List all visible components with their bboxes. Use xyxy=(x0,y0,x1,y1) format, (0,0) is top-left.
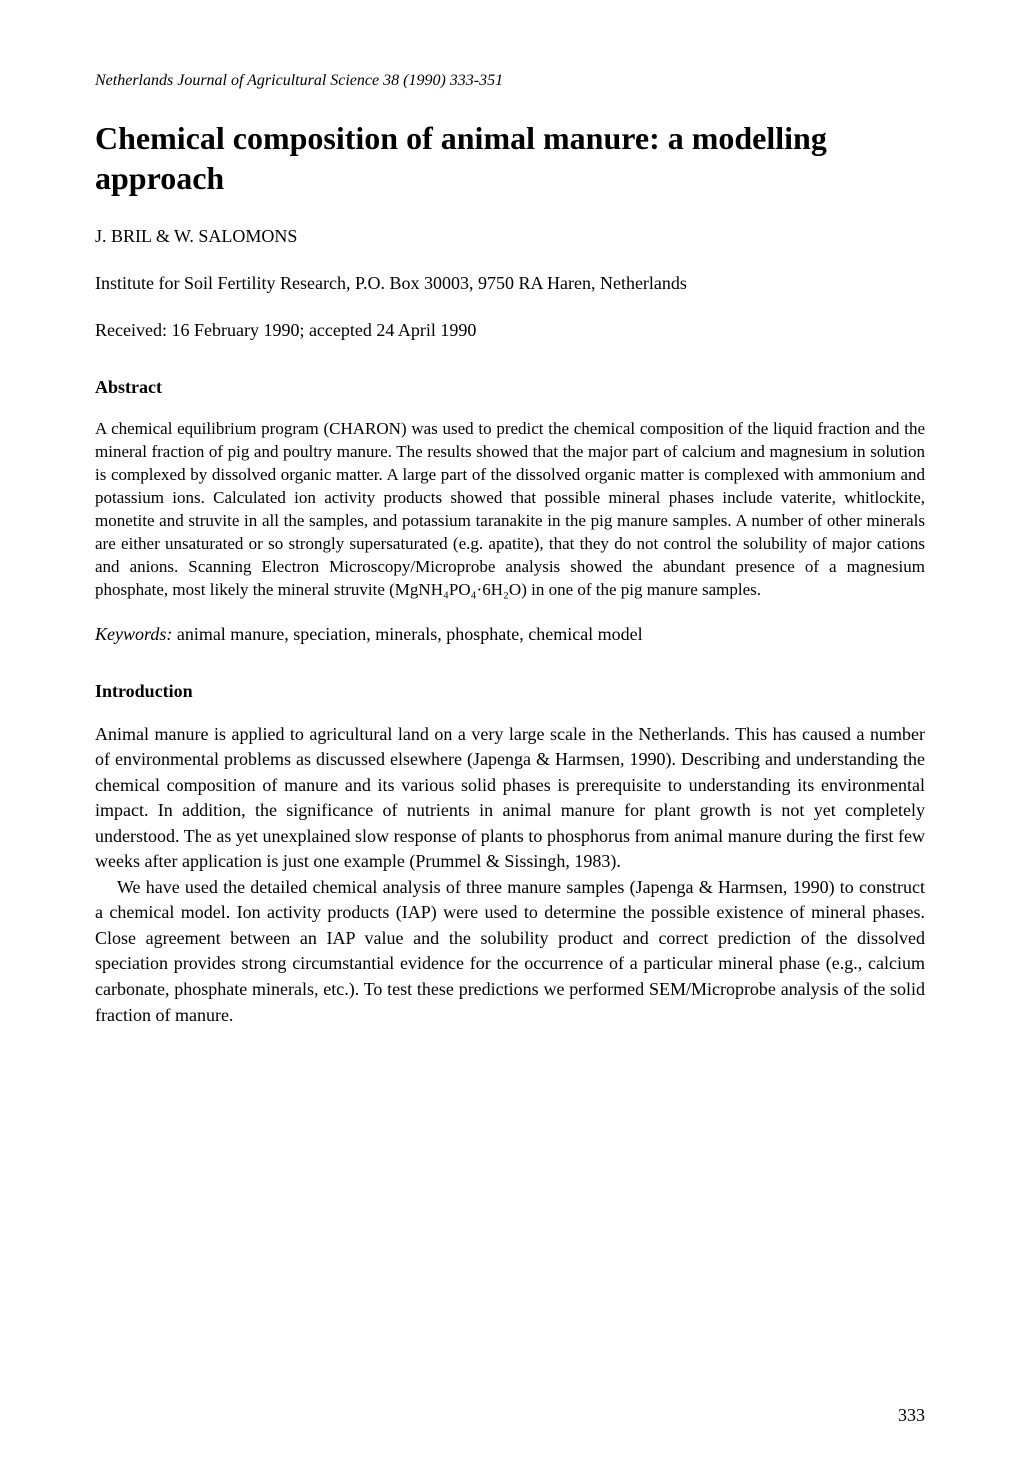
article-title: Chemical composition of animal manure: a… xyxy=(95,118,925,198)
keywords-text: animal manure, speciation, minerals, pho… xyxy=(172,624,642,644)
intro-paragraph-2: We have used the detailed chemical analy… xyxy=(95,875,925,1028)
authors: J. BRIL & W. SALOMONS xyxy=(95,226,925,247)
introduction-heading: Introduction xyxy=(95,681,925,702)
keywords-line: Keywords: animal manure, speciation, min… xyxy=(95,624,925,645)
abstract-heading: Abstract xyxy=(95,377,925,398)
received-accepted-dates: Received: 16 February 1990; accepted 24 … xyxy=(95,320,925,341)
abstract-text: A chemical equilibrium program (CHARON) … xyxy=(95,418,925,602)
intro-paragraph-1: Animal manure is applied to agricultural… xyxy=(95,722,925,875)
journal-header: Netherlands Journal of Agricultural Scie… xyxy=(95,72,925,90)
keywords-label: Keywords: xyxy=(95,624,172,644)
affiliation: Institute for Soil Fertility Research, P… xyxy=(95,273,925,294)
page-number: 333 xyxy=(898,1405,925,1426)
